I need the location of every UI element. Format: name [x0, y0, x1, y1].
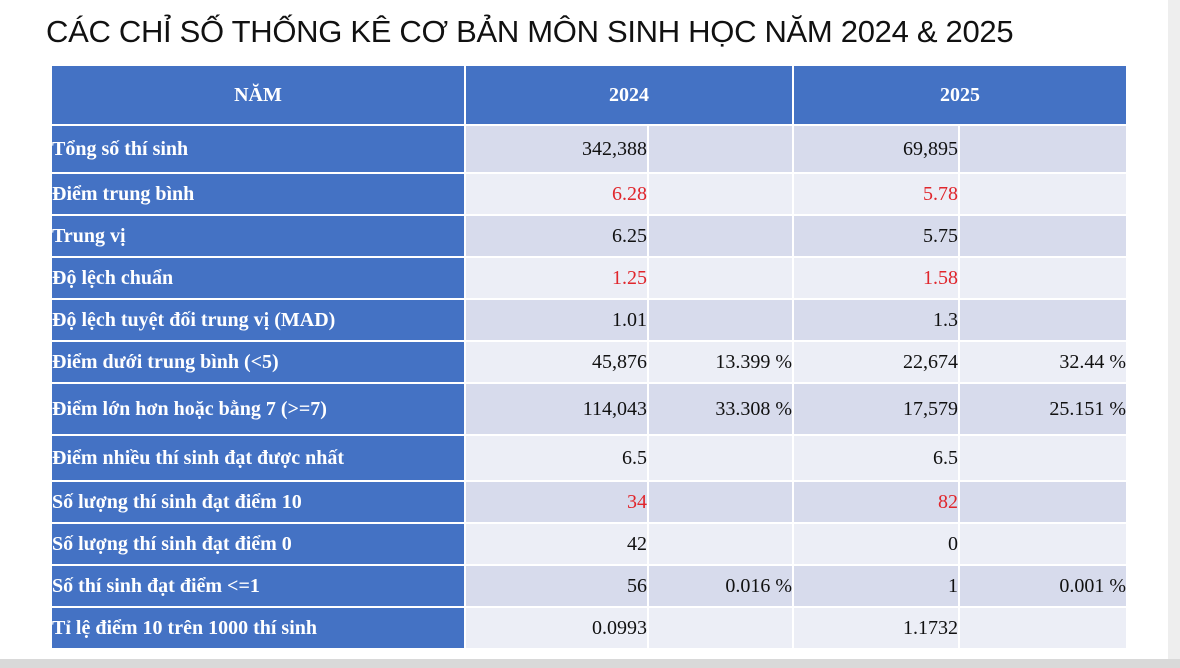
row-label: Tổng số thí sinh: [50, 124, 466, 174]
percent-2024: [647, 214, 794, 258]
table-row: Số lượng thí sinh đạt điểm 0 42 0: [50, 522, 1128, 566]
value-2024: 1.25: [464, 256, 649, 300]
value-2025: 1.1732: [792, 606, 960, 650]
value-2025: 5.78: [792, 172, 960, 216]
value-2025: 0: [792, 522, 960, 566]
percent-2025: [958, 522, 1128, 566]
stats-table: NĂM 2024 2025 Tổng số thí sinh 342,388 69,…: [50, 64, 1128, 650]
percent-2025: 25.151 %: [958, 382, 1128, 436]
value-2024: 342,388: [464, 124, 649, 174]
scrollbar-track: [1168, 0, 1180, 668]
table-row: Tỉ lệ điểm 10 trên 1000 thí sinh 0.0993 1.…: [50, 606, 1128, 650]
header-year-2024: 2024: [464, 64, 794, 126]
value-2025: 69,895: [792, 124, 960, 174]
row-label: Điểm trung bình: [50, 172, 466, 216]
percent-2024: [647, 124, 794, 174]
header-year-2025: 2025: [792, 64, 1128, 126]
percent-2024: [647, 434, 794, 482]
row-label: Điểm nhiều thí sinh đạt được nhất: [50, 434, 466, 482]
percent-2025: [958, 256, 1128, 300]
row-label: Số lượng thí sinh đạt điểm 0: [50, 522, 466, 566]
value-2025: 82: [792, 480, 960, 524]
percent-2025: [958, 214, 1128, 258]
table-row: Trung vị 6.25 5.75: [50, 214, 1128, 258]
percent-2024: 0.016 %: [647, 564, 794, 608]
percent-2025: [958, 124, 1128, 174]
percent-2025: [958, 480, 1128, 524]
table-row: Điểm trung bình 6.28 5.78: [50, 172, 1128, 216]
percent-2025: [958, 172, 1128, 216]
percent-2024: [647, 172, 794, 216]
row-label: Độ lệch tuyệt đối trung vị (MAD): [50, 298, 466, 342]
row-label: Điểm dưới trung bình (<5): [50, 340, 466, 384]
value-2024: 0.0993: [464, 606, 649, 650]
value-2025: 6.5: [792, 434, 960, 482]
row-label: Số thí sinh đạt điểm <=1: [50, 564, 466, 608]
percent-2024: 13.399 %: [647, 340, 794, 384]
row-label: Độ lệch chuẩn: [50, 256, 466, 300]
percent-2025: [958, 298, 1128, 342]
row-label: Tỉ lệ điểm 10 trên 1000 thí sinh: [50, 606, 466, 650]
header-year-label: NĂM: [50, 64, 466, 126]
percent-2024: [647, 522, 794, 566]
value-2024: 1.01: [464, 298, 649, 342]
value-2024: 56: [464, 564, 649, 608]
percent-2025: 32.44 %: [958, 340, 1128, 384]
value-2024: 34: [464, 480, 649, 524]
row-label: Trung vị: [50, 214, 466, 258]
table-row: Độ lệch tuyệt đối trung vị (MAD) 1.01 1.3: [50, 298, 1128, 342]
row-label: Số lượng thí sinh đạt điểm 10: [50, 480, 466, 524]
table-row: Điểm nhiều thí sinh đạt được nhất 6.5 6.5: [50, 434, 1128, 482]
percent-2024: [647, 480, 794, 524]
value-2024: 45,876: [464, 340, 649, 384]
row-label: Điểm lớn hơn hoặc bằng 7 (>=7): [50, 382, 466, 436]
percent-2025: [958, 606, 1128, 650]
percent-2024: [647, 298, 794, 342]
value-2025: 5.75: [792, 214, 960, 258]
value-2024: 6.5: [464, 434, 649, 482]
value-2024: 114,043: [464, 382, 649, 436]
table-row: Tổng số thí sinh 342,388 69,895: [50, 124, 1128, 174]
value-2025: 22,674: [792, 340, 960, 384]
table-row: Điểm lớn hơn hoặc bằng 7 (>=7) 114,043 33.…: [50, 382, 1128, 436]
value-2025: 1.3: [792, 298, 960, 342]
value-2025: 17,579: [792, 382, 960, 436]
page-title: CÁC CHỈ SỐ THỐNG KÊ CƠ BẢN MÔN SINH HỌC …: [46, 14, 1014, 49]
table-row: Điểm dưới trung bình (<5) 45,876 13.399 % 2…: [50, 340, 1128, 384]
percent-2024: 33.308 %: [647, 382, 794, 436]
percent-2025: 0.001 %: [958, 564, 1128, 608]
header-row: NĂM 2024 2025: [50, 64, 1128, 126]
value-2024: 6.28: [464, 172, 649, 216]
value-2025: 1: [792, 564, 960, 608]
table-row: Số lượng thí sinh đạt điểm 10 34 82: [50, 480, 1128, 524]
value-2024: 6.25: [464, 214, 649, 258]
table-row: Độ lệch chuẩn 1.25 1.58: [50, 256, 1128, 300]
percent-2024: [647, 606, 794, 650]
value-2024: 42: [464, 522, 649, 566]
percent-2025: [958, 434, 1128, 482]
bottom-edge: [0, 659, 1180, 668]
table-row: Số thí sinh đạt điểm <=1 56 0.016 % 1 0.001 …: [50, 564, 1128, 608]
percent-2024: [647, 256, 794, 300]
value-2025: 1.58: [792, 256, 960, 300]
